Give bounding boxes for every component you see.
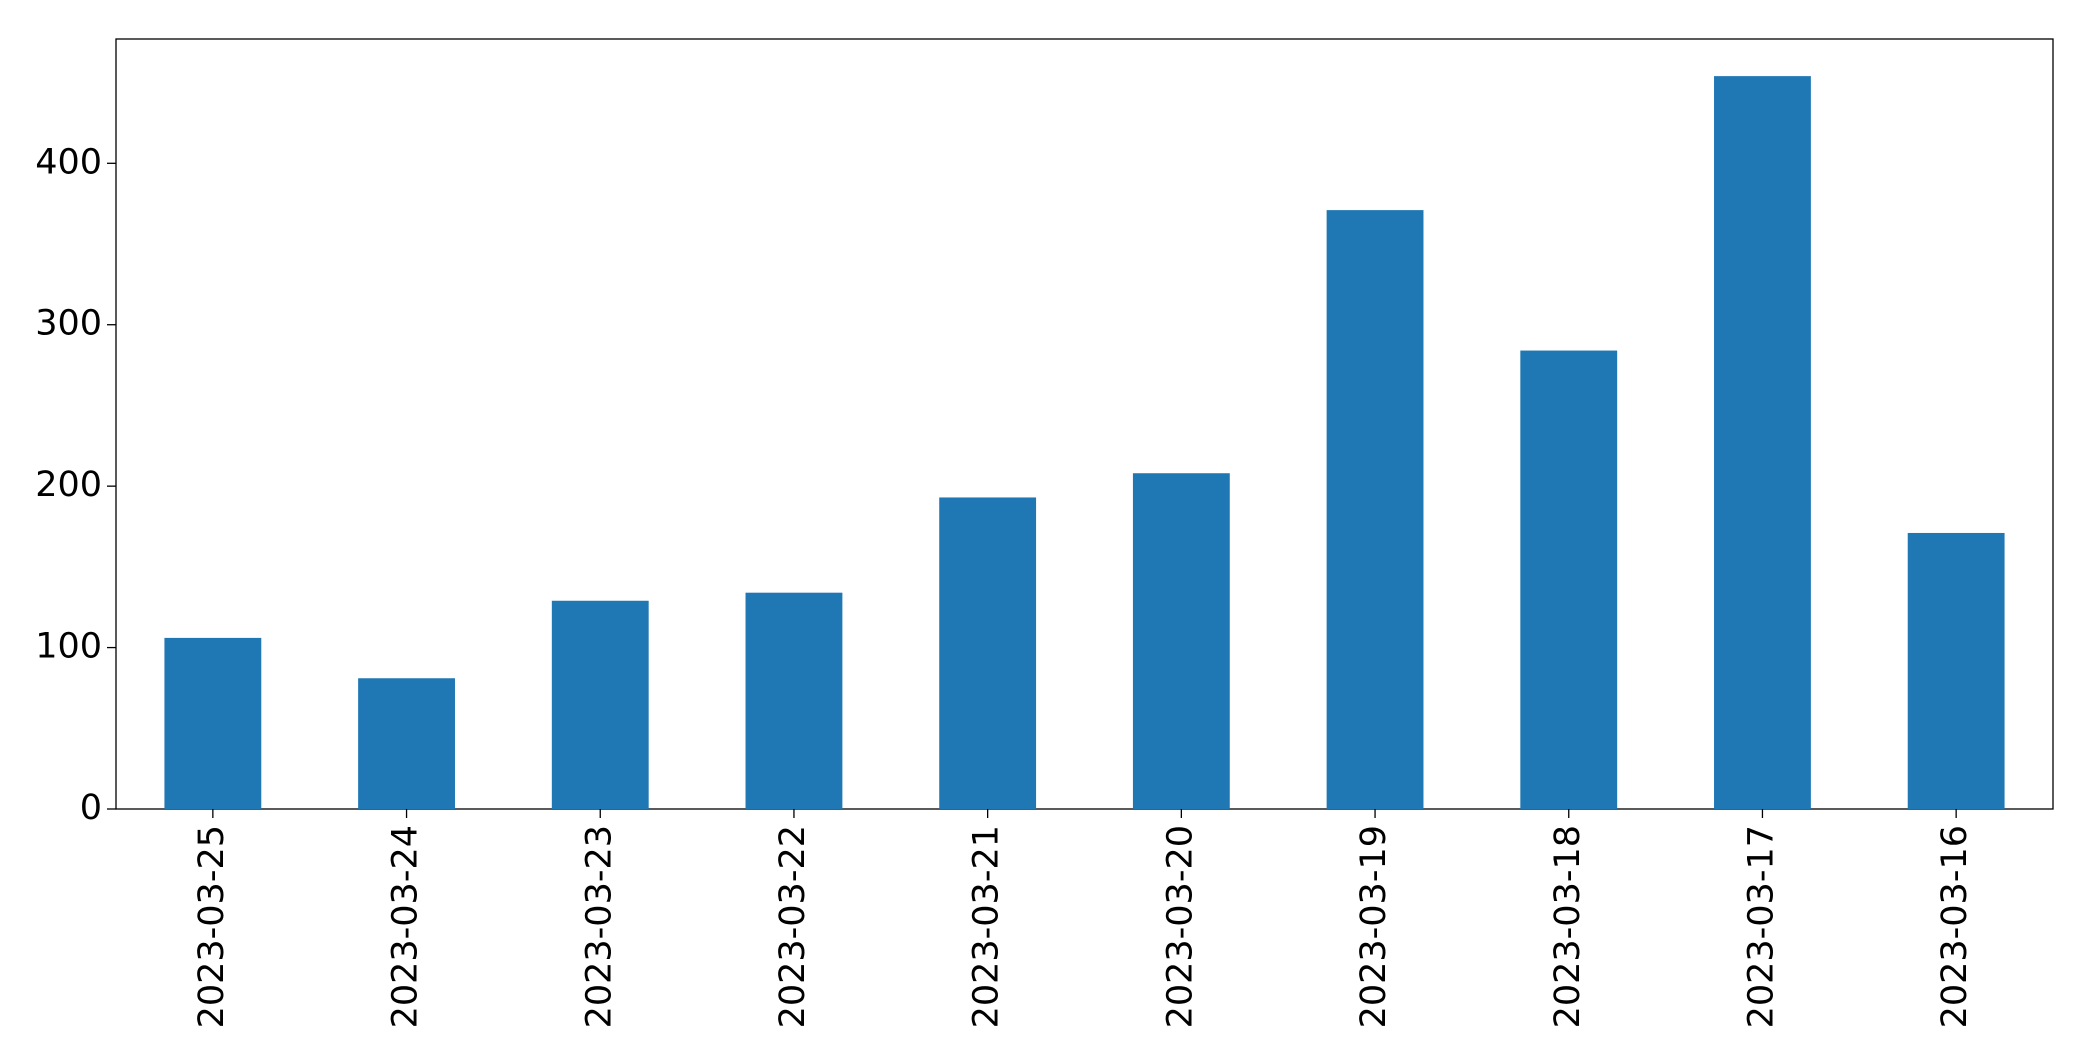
x-tick-label: 2023-03-21	[967, 825, 1007, 1028]
y-tick-label: 300	[35, 304, 102, 344]
x-tick-label: 2023-03-16	[1935, 825, 1975, 1028]
bar	[164, 637, 262, 809]
x-tick-label: 2023-03-19	[1354, 825, 1394, 1028]
bar	[551, 600, 649, 809]
bar	[1714, 76, 1811, 810]
y-tick-label: 200	[35, 465, 102, 505]
x-tick-label: 2023-03-25	[192, 825, 232, 1028]
x-tick-label: 2023-03-22	[773, 825, 813, 1028]
x-tick-label: 2023-03-20	[1160, 825, 1200, 1028]
x-tick-label: 2023-03-24	[386, 825, 426, 1028]
plot-frame	[115, 38, 2054, 810]
bar	[358, 678, 455, 809]
y-tick-label: 400	[35, 142, 102, 182]
y-tick-label: 100	[35, 627, 102, 667]
bar	[1132, 473, 1230, 809]
bar	[1326, 210, 1424, 810]
x-tick-label: 2023-03-23	[579, 825, 619, 1028]
x-tick-label: 2023-03-18	[1548, 825, 1588, 1028]
bar	[1907, 532, 2005, 809]
bar	[745, 592, 843, 809]
y-tick-label: 0	[80, 788, 102, 828]
x-tick-label: 2023-03-17	[1741, 825, 1781, 1028]
bar	[1520, 350, 1618, 809]
bar	[939, 497, 1037, 809]
